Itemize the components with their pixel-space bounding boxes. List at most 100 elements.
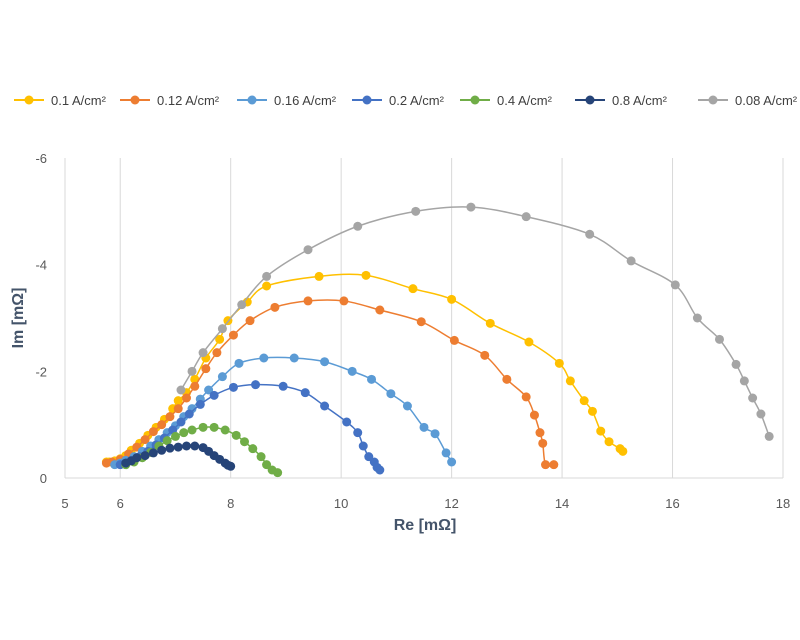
- data-point: [347, 366, 357, 376]
- data-point: [170, 431, 180, 441]
- data-point: [535, 428, 545, 438]
- data-point: [228, 382, 238, 392]
- data-point: [132, 453, 142, 463]
- data-point: [480, 350, 490, 360]
- legend-swatch-marker: [708, 95, 718, 105]
- x-tick-label: 5: [61, 496, 68, 511]
- legend-swatch-marker: [362, 95, 372, 105]
- data-point: [140, 451, 150, 461]
- data-point: [670, 280, 680, 290]
- data-point: [176, 385, 186, 395]
- data-point: [256, 452, 266, 462]
- data-point: [565, 376, 575, 386]
- data-point: [579, 396, 589, 406]
- data-point: [714, 334, 724, 344]
- data-point: [430, 429, 440, 439]
- legend-label: 0.12 A/cm²: [157, 93, 220, 108]
- data-point: [217, 324, 227, 334]
- data-point: [339, 296, 349, 306]
- data-point: [162, 436, 172, 446]
- data-point: [549, 460, 559, 470]
- series-1: [101, 296, 559, 470]
- data-point: [198, 422, 208, 432]
- data-point: [182, 393, 192, 403]
- data-point: [140, 435, 150, 445]
- data-point: [228, 330, 238, 340]
- y-tick-labels: -6 -4 -2 0: [35, 151, 47, 486]
- x-tick-label: 18: [776, 496, 790, 511]
- x-tick-label: 16: [665, 496, 679, 511]
- data-point: [367, 374, 377, 384]
- data-point: [554, 358, 564, 368]
- data-point: [262, 271, 272, 281]
- legend-item: 0.1 A/cm²: [14, 93, 107, 108]
- data-point: [541, 460, 551, 470]
- data-point: [353, 428, 363, 438]
- data-point: [748, 393, 758, 403]
- data-point: [237, 300, 247, 310]
- data-point: [303, 296, 313, 306]
- y-tick-label: -6: [35, 151, 47, 166]
- x-tick-label: 6: [117, 496, 124, 511]
- data-point: [466, 202, 476, 212]
- data-point: [449, 335, 459, 345]
- data-point: [692, 313, 702, 323]
- data-point: [190, 381, 200, 391]
- data-point: [386, 389, 396, 399]
- data-point: [165, 412, 175, 422]
- data-point: [198, 348, 208, 358]
- data-point: [187, 366, 197, 376]
- data-point: [179, 428, 189, 438]
- data-point: [441, 448, 451, 458]
- data-point: [245, 316, 255, 326]
- data-point: [618, 446, 628, 456]
- y-tick-label: -4: [35, 258, 47, 273]
- data-point: [278, 381, 288, 391]
- data-point: [320, 357, 330, 367]
- data-point: [502, 374, 512, 384]
- data-point: [585, 229, 595, 239]
- data-point: [148, 448, 158, 458]
- data-point: [157, 445, 167, 455]
- legend-label: 0.8 A/cm²: [612, 93, 668, 108]
- data-point: [262, 281, 272, 291]
- data-point: [234, 358, 244, 368]
- data-point: [184, 409, 194, 419]
- series-layer: [101, 202, 774, 478]
- series-5: [121, 441, 236, 471]
- data-point: [173, 404, 183, 414]
- data-point: [231, 430, 241, 440]
- y-axis-title: Im [mΩ]: [10, 288, 27, 349]
- data-point: [248, 444, 258, 454]
- x-tick-label: 8: [227, 496, 234, 511]
- data-point: [303, 245, 313, 255]
- legend: 0.1 A/cm² 0.12 A/cm² 0.16 A/cm² 0.2 A/cm² 0.…: [14, 93, 798, 108]
- legend-label: 0.4 A/cm²: [497, 93, 553, 108]
- data-point: [173, 396, 183, 406]
- data-point: [524, 337, 534, 347]
- x-tick-label: 14: [555, 496, 569, 511]
- legend-swatch-marker: [247, 95, 257, 105]
- data-point: [731, 359, 741, 369]
- data-point: [764, 431, 774, 441]
- legend-item: 0.08 A/cm²: [698, 93, 798, 108]
- legend-label: 0.08 A/cm²: [735, 93, 798, 108]
- y-tick-label: -2: [35, 364, 47, 379]
- data-point: [596, 426, 606, 436]
- data-point: [289, 353, 299, 363]
- data-point: [209, 390, 219, 400]
- data-point: [529, 410, 539, 420]
- data-point: [157, 420, 167, 430]
- data-point: [251, 380, 261, 390]
- data-point: [195, 399, 205, 409]
- data-point: [320, 401, 330, 411]
- data-point: [402, 401, 412, 411]
- data-point: [419, 422, 429, 432]
- data-point: [182, 441, 192, 451]
- legend-item: 0.4 A/cm²: [460, 93, 553, 108]
- data-point: [209, 422, 219, 432]
- legend-swatch-marker: [130, 95, 140, 105]
- legend-label: 0.16 A/cm²: [274, 93, 337, 108]
- data-point: [173, 442, 183, 452]
- data-point: [521, 392, 531, 402]
